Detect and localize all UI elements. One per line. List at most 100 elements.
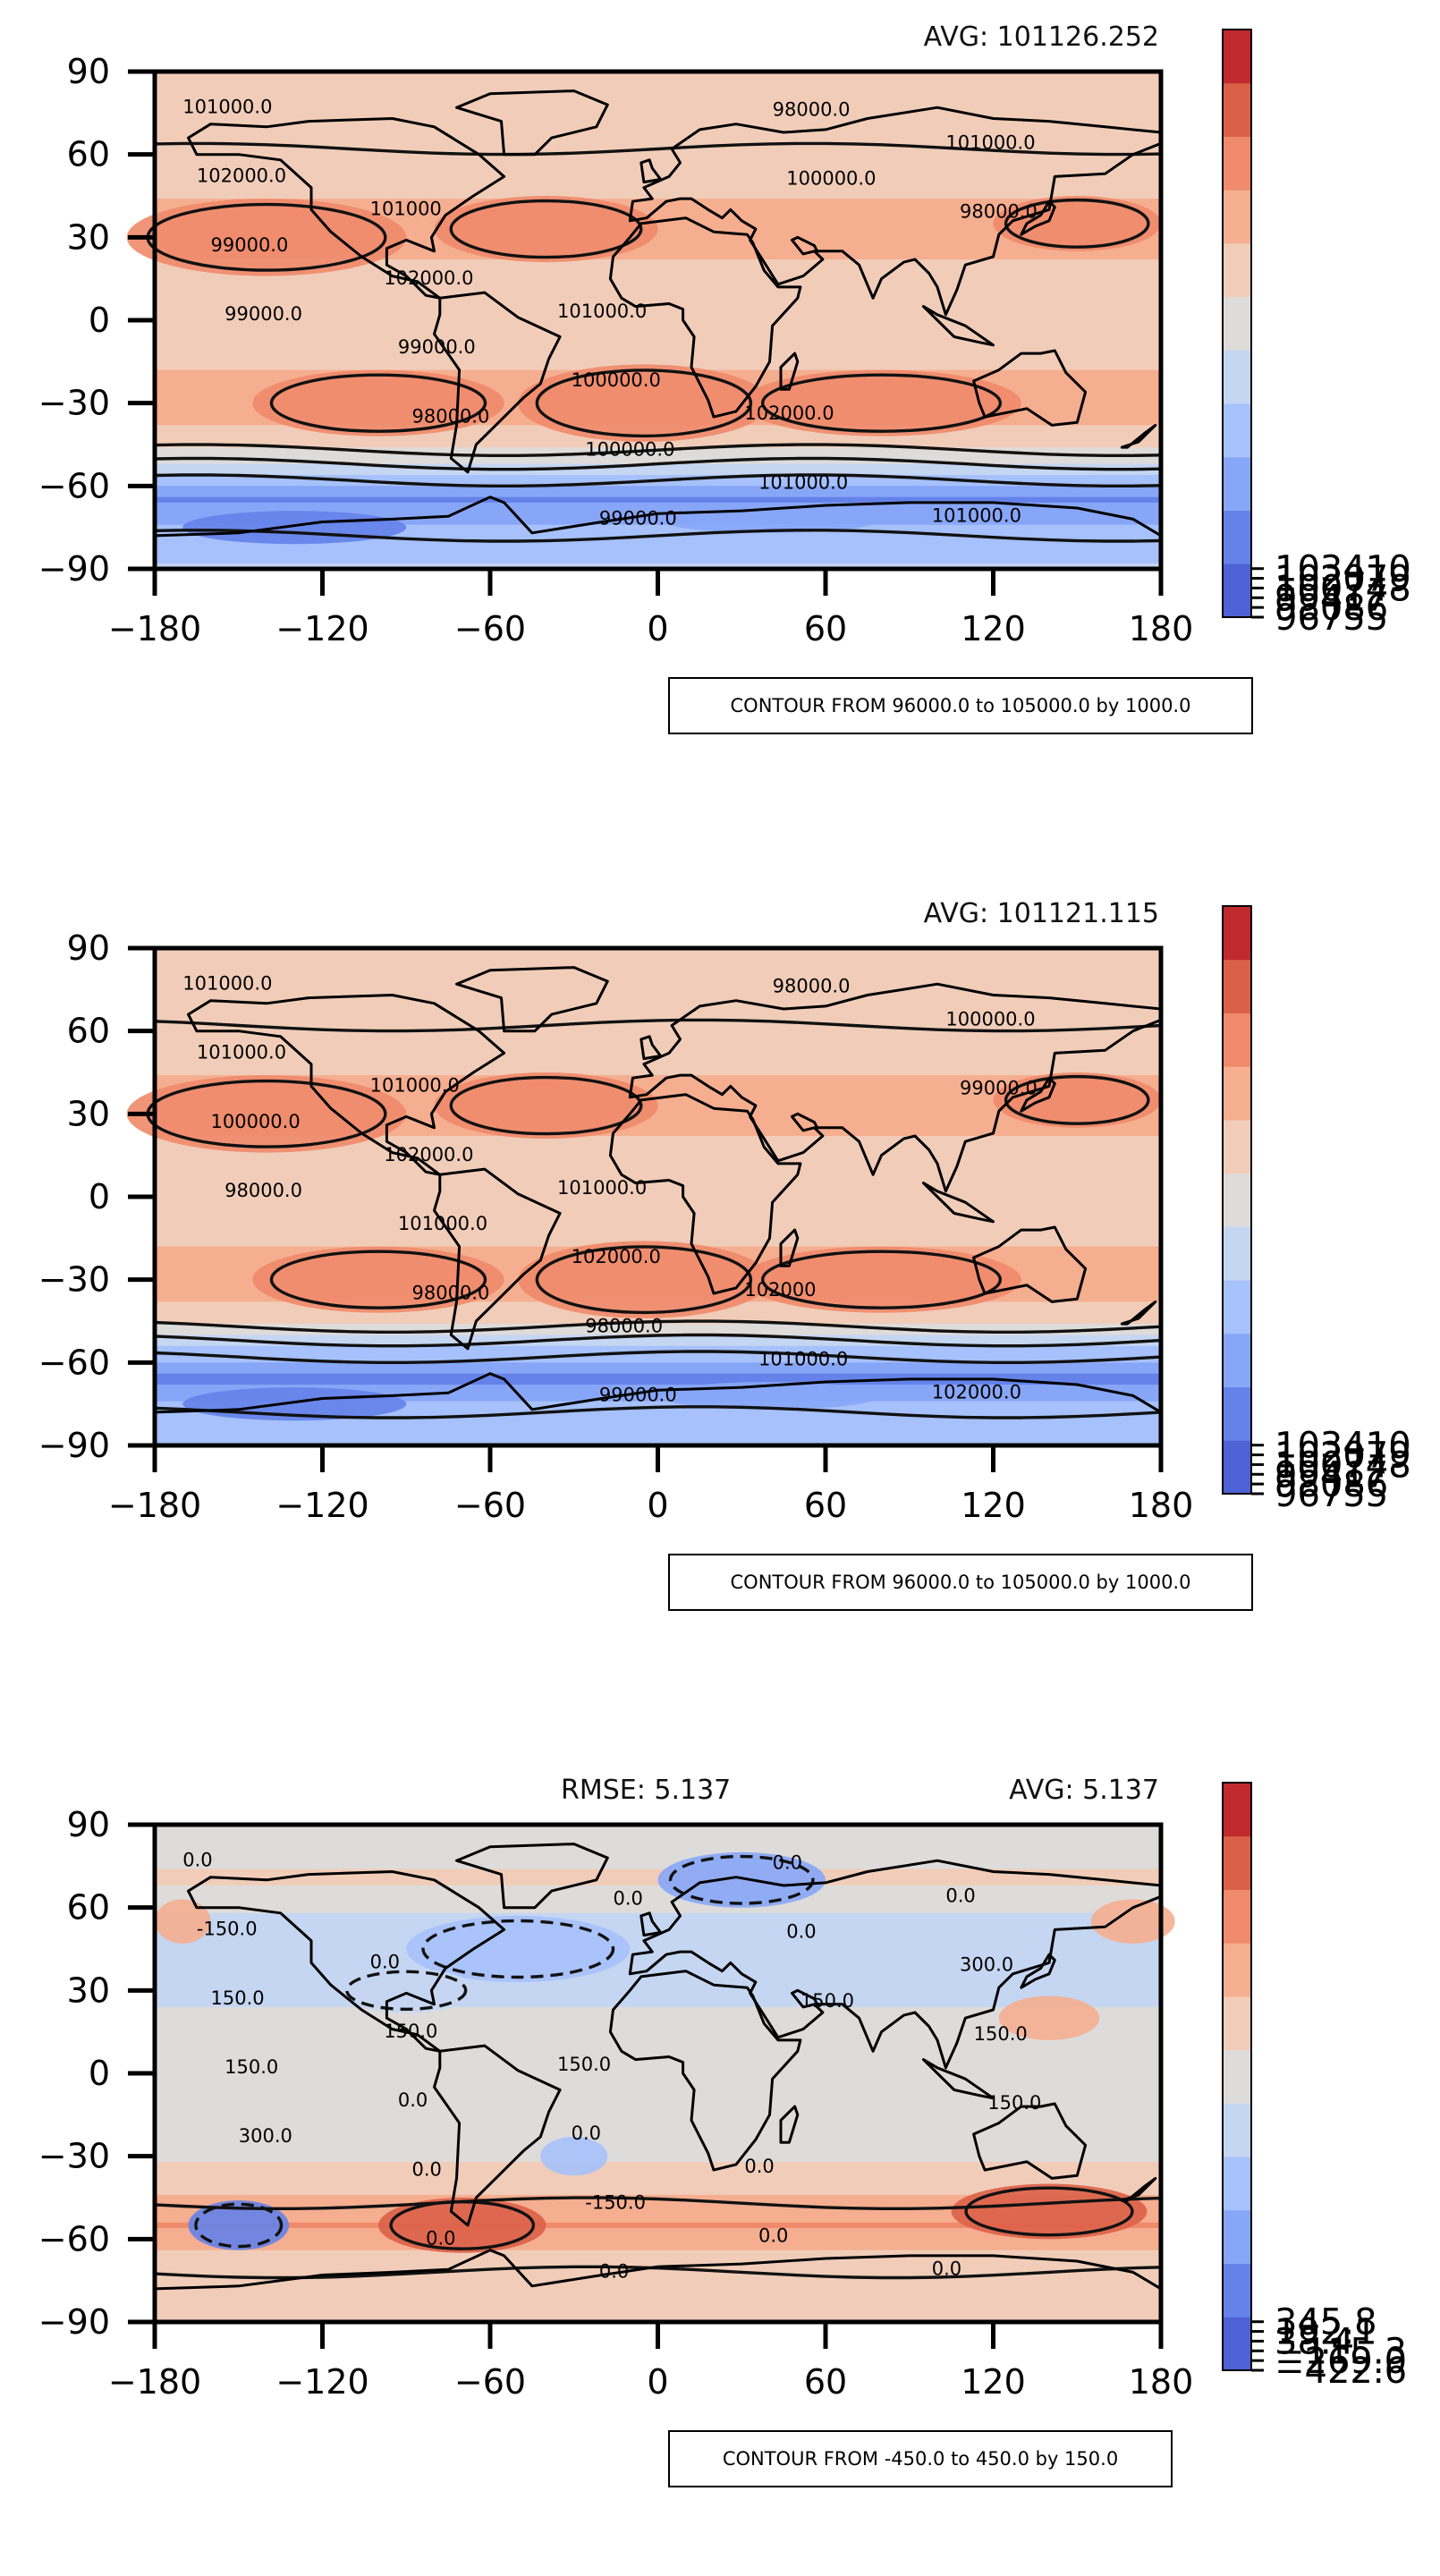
field-band [155,159,1161,166]
coastline-antarctica [153,496,1163,571]
x-tick-label: 180 [1129,609,1194,648]
field-band [155,331,1161,338]
field-band [155,1003,1161,1010]
contour-note: CONTOUR FROM 96000.0 to 105000.0 by 1000… [668,677,1253,734]
contour-label: 98000.0 [773,98,851,120]
field-band [155,1102,1161,1109]
coastline-greenland [455,89,609,157]
map-plot-2: 101000.0 101000.0 101000.0 102000 102000.0 10… [38,905,1411,1525]
field-blob [951,2183,1148,2240]
x-tick-label: 120 [961,2362,1026,2402]
colorbar-segment [1223,82,1251,137]
field-band [155,2272,1161,2279]
colorbar-tick-label: 98086 [1275,588,1388,629]
field-blob [406,1915,631,1983]
field-band [155,1218,1161,1225]
field-band [155,513,1161,520]
contour-label: 101000.0 [557,301,647,322]
colorbar-segment [1223,136,1251,191]
field-band [155,148,1161,156]
field-blob [336,1968,477,2013]
colorbar-segment [1223,1835,1251,1890]
field-band [155,959,1161,966]
field-band [155,2261,1161,2267]
field-band [155,1863,1161,1870]
contour-label: 150.0 [211,1987,265,2009]
field-band [155,1345,1161,1352]
field-band [155,2029,1161,2036]
contour-label: 101000 [370,199,442,220]
field-band [155,209,1161,216]
field-bands [155,1825,1175,2323]
coastlines [153,89,1163,571]
x-tick-label: −180 [108,2362,201,2402]
field-blob [1090,1899,1175,1944]
x-tick-label: 60 [804,1486,847,1525]
field-band [155,1423,1161,1430]
contour-label: 0.0 [945,1885,975,1906]
coastline-antarctica [153,1372,1163,1447]
field-band [155,1063,1161,1071]
field-band [155,2173,1161,2179]
field-band [155,1042,1161,1048]
field-band [155,2189,1161,2196]
field-band [155,1406,1161,1413]
contour-label: 98000.0 [412,1282,490,1303]
field-band [155,2239,1161,2246]
field-band [155,1385,1161,1391]
field-band [155,1030,1161,1038]
colorbar-segment [1223,2157,1251,2211]
field-band [155,1130,1161,1137]
coastline-madagascar [779,352,800,391]
contour-line [154,1350,1162,1364]
field-band [155,1235,1161,1242]
axis-ticks: −180 −120 −60 0 60 120 180 90 60 30 0 −30 −60 −90 [38,52,1193,648]
contour-lines [146,141,1162,543]
map-panel-2: 101000.0 101000.0 101000.0 102000 102000.0 10… [0,877,1440,1699]
contour-label: 0.0 [599,2261,629,2283]
coastline-north-america [187,1870,506,2053]
field-band [155,1362,1161,1369]
coastline-europe-asia [628,1859,1163,2070]
contour-label: 0.0 [932,2258,961,2279]
contour-line [154,529,1162,543]
colorbar-segment [1223,2317,1251,2371]
field-band [155,225,1161,233]
field-band [155,1846,1161,1853]
contour-label: 0.0 [412,2158,442,2180]
colorbar-tick-label: 38.4 [1275,2321,1354,2362]
field-band [155,1014,1161,1021]
field-band [155,105,1161,111]
field-band [155,2140,1161,2146]
x-tick-label: 120 [961,609,1026,648]
field-band [155,1418,1161,1424]
contour-label: 99000.0 [960,1078,1038,1099]
field-band [155,502,1161,509]
field-band [155,2056,1161,2063]
coastline-uk [640,1035,663,1061]
coastline-japan [1020,1076,1056,1113]
field-band [155,1973,1161,1980]
field-band [155,1224,1161,1231]
field-band [155,463,1161,470]
contour-label: 102000.0 [384,1144,473,1165]
field-band [155,98,1161,106]
field-band [155,541,1161,547]
field-band [155,2211,1161,2218]
field-band [155,953,1161,960]
colorbar-segment [1223,1066,1251,1121]
contour-label: 0.0 [398,2089,428,2111]
y-tick-label: 0 [89,2054,110,2093]
field-band [155,187,1161,194]
colorbar-segment [1223,190,1251,244]
field-band [155,1147,1161,1154]
colorbar-segment [1223,2103,1251,2157]
contour-label: 102000.0 [384,267,473,289]
contour-line [154,443,1162,457]
field-band [155,192,1161,199]
contour-label: 100000.0 [786,168,876,190]
field-band [155,530,1161,537]
x-tick-label: −120 [275,2362,368,2402]
contour-label-group: 101000.0 101000.0 101000.0 102000 102000.0 10… [182,972,1038,1405]
colorbar-tick-label: 100748 [1275,568,1411,609]
